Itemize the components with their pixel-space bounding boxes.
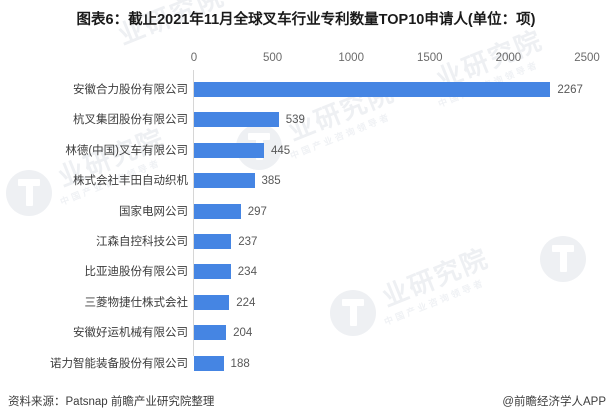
bar[interactable] [194,142,264,158]
category-label: 林德(中国)叉车有限公司 [65,144,188,157]
bar-value-label: 204 [233,327,253,340]
x-axis-tick-3: 1500 [417,52,443,64]
category-label: 比亚迪股份有限公司 [84,266,189,279]
bar-value-label: 224 [236,296,256,309]
bar[interactable] [194,355,224,371]
bar[interactable] [194,264,231,280]
category-label: 安徽合力股份有限公司 [73,84,188,96]
bar-row: 比亚迪股份有限公司 234 [0,264,612,280]
x-axis-tick-4: 2000 [495,52,522,64]
x-axis-tick-0: 0 [190,52,198,64]
bar-row: 诺力智能装备股份有限公司 188 [0,355,612,372]
x-axis-tick-1: 500 [263,52,283,64]
x-axis-tick-5: 2500 [574,52,600,64]
y-axis-line [193,70,194,356]
bar-value-label: 297 [247,205,267,218]
bar-row: 杭叉集团股份有限公司 539 [0,112,612,128]
category-label: 安徽好运机械有限公司 [73,327,188,340]
bar[interactable] [194,203,241,219]
bar-value-label: 385 [261,175,281,188]
bar[interactable] [194,325,227,341]
bar[interactable] [194,234,232,249]
brand-handle: @前瞻经济学人APP [502,396,606,408]
bar-row: 林德(中国)叉车有限公司 445 [0,142,612,159]
bar-value-label: 188 [230,357,250,370]
bar-value-label: 237 [238,236,258,248]
bar[interactable] [194,294,230,310]
category-label: 三菱物捷仕株式会社 [84,296,189,309]
category-label: 江森自控科技公司 [96,236,188,248]
bar-row: 安徽合力股份有限公司 2267 [0,82,612,98]
bar[interactable] [194,173,255,189]
bar-value-label: 539 [285,114,305,127]
category-label: 株式会社丰田自动织机 [73,175,188,188]
source-note: 资料来源：Patsnap 前瞻产业研究院整理 [8,396,215,408]
bar-row: 安徽好运机械有限公司 204 [0,325,612,341]
category-label: 杭叉集团股份有限公司 [73,114,188,127]
bar-value-label: 445 [270,144,291,157]
chart-footer: 资料来源：Patsnap 前瞻产业研究院整理 @前瞻经济学人APP [0,382,612,419]
bar-row: 株式会社丰田自动织机 385 [0,173,612,189]
bar[interactable] [194,112,279,128]
bar-row: 三菱物捷仕株式会社 224 [0,294,612,311]
x-axis-tick-2: 1000 [338,52,364,64]
x-axis-ticks: 0 500 1000 1500 2000 2500 [190,52,600,70]
bar-row: 国家电网公司 297 [0,203,612,220]
chart-title: 图表6：截止2021年11月全球叉车行业专利数量TOP10申请人(单位：项) [76,12,536,28]
category-label: 诺力智能装备股份有限公司 [50,357,188,370]
bar-row: 江森自控科技公司 237 [0,234,612,250]
bar-value-label: 234 [237,266,257,279]
category-label: 国家电网公司 [119,205,188,218]
bar-value-label: 2267 [557,84,583,96]
bar[interactable] [194,82,551,97]
